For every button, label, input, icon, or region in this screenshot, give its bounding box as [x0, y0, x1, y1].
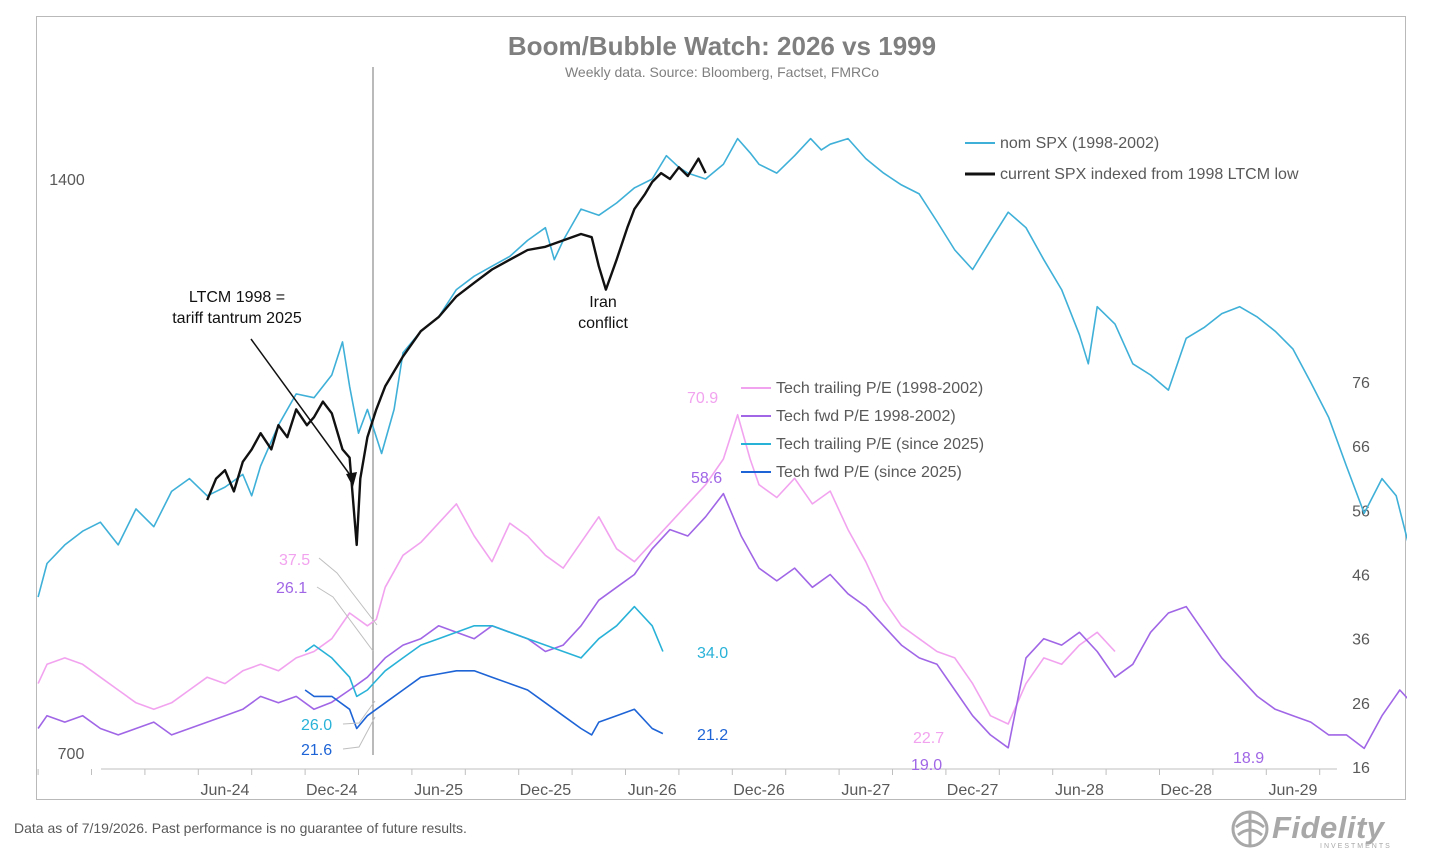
x-axis-tick-label: Dec-24 [306, 782, 358, 799]
x-axis-tick-label: Jun-26 [628, 782, 677, 799]
logo-subtext: INVESTMENTS [1320, 843, 1392, 850]
x-axis-tick-label: Jun-25 [414, 782, 463, 799]
logo-text: Fidelity [1272, 810, 1385, 845]
data-label: 21.2 [697, 727, 728, 744]
data-label: 26.1 [276, 580, 307, 597]
label-connector [342, 700, 376, 725]
chart-subtitle: Weekly data. Source: Bloomberg, Factset,… [565, 64, 879, 80]
data-label: 37.5 [279, 552, 310, 569]
label-connector [316, 586, 374, 652]
label-connector [342, 716, 376, 750]
right-axis-tick: 16 [1352, 760, 1370, 777]
series-line [37, 137, 1407, 598]
annotation-ltcm: tariff tantrum 2025 [172, 310, 302, 327]
data-label: 21.6 [301, 742, 332, 759]
chart-title: Boom/Bubble Watch: 2026 vs 1999 [508, 31, 936, 61]
disclaimer: Data as of 7/19/2026. Past performance i… [14, 820, 467, 836]
legend-label: Tech fwd P/E 1998-2002) [776, 408, 956, 425]
x-axis-tick-label: Jun-29 [1269, 782, 1318, 799]
x-axis-tick-label: Jun-28 [1055, 782, 1104, 799]
series-line [304, 670, 664, 736]
legend-label: Tech trailing P/E (1998-2002) [776, 380, 983, 397]
annotation-ltcm: LTCM 1998 = [189, 289, 285, 306]
annotation-iran: conflict [578, 315, 628, 332]
data-label: 34.0 [697, 645, 728, 662]
series-line [37, 413, 1116, 725]
left-axis-tick: 1400 [49, 172, 85, 189]
logo-globe-icon [1231, 810, 1269, 848]
data-label: 19.0 [911, 757, 942, 774]
chart-frame: Boom/Bubble Watch: 2026 vs 1999 Weekly da… [36, 16, 1407, 800]
right-axis-tick: 26 [1352, 696, 1370, 713]
x-axis-tick-label: Jun-27 [841, 782, 890, 799]
x-axis-tick-label: Dec-27 [947, 782, 999, 799]
annotation-arrowhead [346, 472, 357, 487]
data-label: 26.0 [301, 717, 332, 734]
series-line [304, 605, 664, 698]
legend-label: Tech trailing P/E (since 2025) [776, 436, 984, 453]
data-label: 70.9 [687, 390, 718, 407]
label-connector [318, 557, 378, 626]
fidelity-logo: Fidelity INVESTMENTS [1228, 806, 1428, 852]
x-axis-tick-label: Dec-25 [520, 782, 572, 799]
annotation-iran: Iran [589, 294, 617, 311]
x-axis-tick-label: Dec-28 [1160, 782, 1212, 799]
x-axis-tick-label: Jun-24 [201, 782, 250, 799]
legend-label: Tech fwd P/E (since 2025) [776, 464, 962, 481]
legend-label: nom SPX (1998-2002) [1000, 135, 1159, 152]
right-axis-tick: 36 [1352, 632, 1370, 649]
right-axis-tick: 76 [1352, 375, 1370, 392]
right-axis-tick: 56 [1352, 503, 1370, 520]
annotation-arrow [250, 338, 354, 480]
series-line [37, 492, 1407, 750]
chart-svg: Boom/Bubble Watch: 2026 vs 1999 Weekly da… [37, 31, 1407, 799]
right-axis-tick: 46 [1352, 568, 1370, 585]
data-label: 58.6 [691, 470, 722, 487]
legend-label: current SPX indexed from 1998 LTCM low [1000, 166, 1299, 183]
data-label: 22.7 [913, 730, 944, 747]
left-axis-tick: 700 [58, 746, 85, 763]
data-label: 18.9 [1233, 750, 1264, 767]
x-axis-tick-label: Dec-26 [733, 782, 785, 799]
right-axis-tick: 66 [1352, 439, 1370, 456]
series-line [206, 157, 707, 547]
